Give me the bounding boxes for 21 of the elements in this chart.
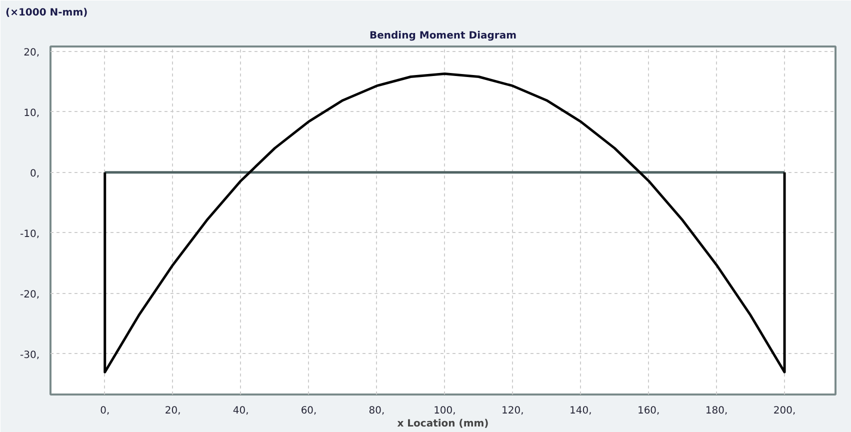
y-tick-label: -10, [20,228,40,240]
y-tick-label: -20, [20,289,40,300]
x-tick-label: 80, [368,406,385,416]
y-tick-label: 0, [30,168,40,180]
line-series [104,72,786,374]
x-tick-label: 120, [502,406,524,416]
x-tick-label: 60, [300,406,317,416]
x-tick-label: 0, [100,406,110,416]
x-tick-label: 160, [637,406,660,416]
x-tick-label: 180, [705,406,728,416]
x-tick-label: 200, [773,406,796,416]
y-tick-label: 20, [24,47,40,58]
x-tick-label: 100, [434,406,456,416]
chart-title: Bending Moment Diagram [369,30,517,42]
x-tick-label: 140, [569,406,592,416]
y-tick-label: -30, [20,350,40,361]
y-axis-title: (×1000 N-mm) [6,8,88,18]
x-tick-label: 20, [164,406,181,416]
x-tick-label: 40, [232,406,249,416]
y-tick-label: 10, [24,108,40,119]
x-axis-title: x Location (mm) [397,418,489,430]
